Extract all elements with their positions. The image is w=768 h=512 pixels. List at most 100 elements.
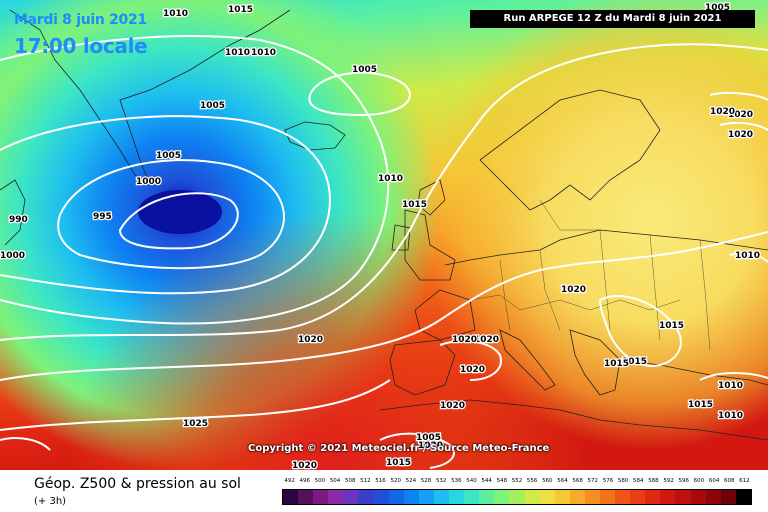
isobar-label: 1020 <box>561 285 586 295</box>
isobar-label: 1010 <box>718 381 743 391</box>
isobar-label: 1020 <box>474 335 499 345</box>
scale-label: 552 <box>511 478 523 484</box>
isobar-label: 1010 <box>251 48 276 58</box>
scale-label: 608 <box>724 478 735 484</box>
isobar-label: 1010 <box>718 411 743 421</box>
isobar-label: 1005 <box>352 65 377 75</box>
isobar-1000 <box>57 159 285 270</box>
south-warm-area <box>0 0 768 470</box>
labrador-coast <box>0 179 26 246</box>
scale-label: 576 <box>602 478 614 484</box>
isobar-label: 990 <box>9 215 28 225</box>
isobar-1020-sw <box>0 437 51 451</box>
scale-swatch <box>403 490 419 504</box>
scale-swatch <box>479 490 495 504</box>
isobar-1020-ne <box>709 91 768 101</box>
ireland-coast <box>391 224 411 251</box>
isobar-label: 1010 <box>225 48 250 58</box>
isobar-label: 1020 <box>292 461 317 470</box>
isobar-1020-ne2 <box>719 121 768 131</box>
balkans-coast <box>569 329 621 396</box>
isobar-label: 1010 <box>378 174 403 184</box>
isobar-label: 1020 <box>452 335 477 345</box>
isobar-1010 <box>0 35 390 325</box>
isobar-1010-east <box>699 372 768 381</box>
scale-label: 592 <box>663 478 674 484</box>
isobar-1015-balkans <box>598 295 682 367</box>
product-subtitle: (+ 3h) <box>34 496 67 507</box>
scale-label: 536 <box>451 478 462 484</box>
isobar-label: 1015 <box>688 400 713 410</box>
isobar-label: 1015 <box>604 359 629 369</box>
scale-label: 508 <box>344 478 356 484</box>
color-scale-bar <box>282 489 752 505</box>
isobar-995 <box>118 192 239 250</box>
product-title: Géop. Z500 & pression au sol <box>34 476 241 492</box>
greenland-coast <box>9 9 291 187</box>
isobar-label: 1020 <box>418 441 443 451</box>
isobar-label: 1020 <box>298 335 323 345</box>
scale-swatch <box>494 490 510 504</box>
border-line <box>469 294 681 311</box>
scale-label: 568 <box>572 478 583 484</box>
isobars <box>0 35 768 469</box>
scale-labels: 492 496 500 504 508 512 516 520 524 528 532 536 540 5… <box>282 478 752 488</box>
scale-label: 580 <box>617 478 629 484</box>
scale-label: 516 <box>375 478 386 484</box>
isobar-1005-iceland <box>308 71 411 117</box>
isobar-label: 1005 <box>200 101 225 111</box>
scale-label: 524 <box>405 478 417 484</box>
north-africa-coast <box>379 399 768 441</box>
low-center <box>138 190 222 234</box>
scale-swatch <box>509 490 525 504</box>
turkey-coast <box>619 359 768 386</box>
scale-label: 596 <box>678 478 690 484</box>
scale-label: 500 <box>314 478 326 484</box>
border-line <box>539 249 561 331</box>
border-line <box>599 229 611 331</box>
scale-label: 560 <box>542 478 553 484</box>
isobar-label: 995 <box>93 212 112 222</box>
isobar-label: 1025 <box>183 419 208 429</box>
borders <box>469 199 711 351</box>
scale-swatch <box>690 490 706 504</box>
scale-swatch <box>343 490 359 504</box>
isobar-1015-africa <box>379 432 455 469</box>
scale-swatch <box>449 490 465 504</box>
scale-label: 492 <box>284 478 295 484</box>
scale-swatch <box>313 490 329 504</box>
border-line <box>699 239 711 351</box>
scale-label: 532 <box>435 478 447 484</box>
scale-label: 504 <box>329 478 341 484</box>
scale-label: 604 <box>708 478 720 484</box>
isobar-label: 1015 <box>659 321 684 331</box>
isobar-label: 1005 <box>156 151 181 161</box>
border-line <box>539 199 600 231</box>
italy-coast <box>499 329 556 391</box>
scale-swatch <box>705 490 721 504</box>
scale-swatch <box>464 490 480 504</box>
scale-swatch <box>660 490 676 504</box>
scale-label: 528 <box>420 478 432 484</box>
scale-label: 556 <box>526 478 538 484</box>
border-line <box>649 234 661 341</box>
british-isles-coast <box>404 209 456 281</box>
scale-swatch <box>675 490 691 504</box>
scale-label: 520 <box>390 478 401 484</box>
scale-swatch <box>630 490 646 504</box>
iceland-coast <box>284 121 346 151</box>
scale-swatch <box>298 490 314 504</box>
scale-swatch <box>524 490 540 504</box>
scale-swatch <box>569 490 585 504</box>
isobar-label: 1015 <box>228 5 253 15</box>
scale-swatch <box>418 490 434 504</box>
scale-label: 496 <box>299 478 310 484</box>
isobar-label: 1020 <box>710 107 735 117</box>
scale-swatch <box>328 490 344 504</box>
isobar-label: 1000 <box>136 177 161 187</box>
scale-label: 564 <box>557 478 568 484</box>
scale-swatch <box>615 490 631 504</box>
scale-label: 572 <box>587 478 599 484</box>
scandinavia-coast <box>479 89 661 211</box>
footer: Géop. Z500 & pression au sol (+ 3h) 492 4… <box>0 470 768 512</box>
